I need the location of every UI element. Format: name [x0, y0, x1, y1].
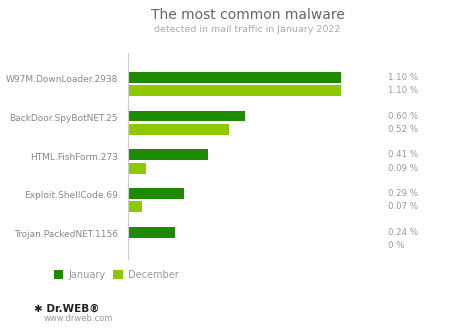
Bar: [128, 72, 342, 83]
Text: 0.07 %: 0.07 %: [388, 203, 418, 211]
Bar: [128, 111, 244, 122]
Text: detected in mail traffic in January 2022: detected in mail traffic in January 2022: [154, 25, 341, 34]
Text: 1.10 %: 1.10 %: [388, 86, 418, 95]
Text: The most common malware: The most common malware: [151, 8, 344, 22]
Text: 0 %: 0 %: [388, 241, 405, 250]
Text: ✱ Dr.WEB®: ✱ Dr.WEB®: [34, 304, 99, 314]
Legend: January, December: January, December: [50, 266, 182, 284]
Text: 0.41 %: 0.41 %: [388, 150, 418, 159]
Text: 0.09 %: 0.09 %: [388, 164, 418, 173]
Text: 0.52 %: 0.52 %: [388, 125, 418, 134]
Text: 1.10 %: 1.10 %: [388, 73, 418, 82]
Text: www.drweb.com: www.drweb.com: [44, 314, 113, 323]
Bar: [128, 188, 184, 199]
Text: 0.24 %: 0.24 %: [388, 228, 418, 237]
Bar: [128, 163, 146, 174]
Text: 0.60 %: 0.60 %: [388, 112, 418, 121]
Bar: [128, 124, 229, 135]
Bar: [128, 202, 142, 212]
Text: 0.29 %: 0.29 %: [388, 189, 418, 198]
Bar: [128, 149, 208, 160]
Bar: [128, 227, 175, 238]
Bar: [128, 85, 342, 96]
